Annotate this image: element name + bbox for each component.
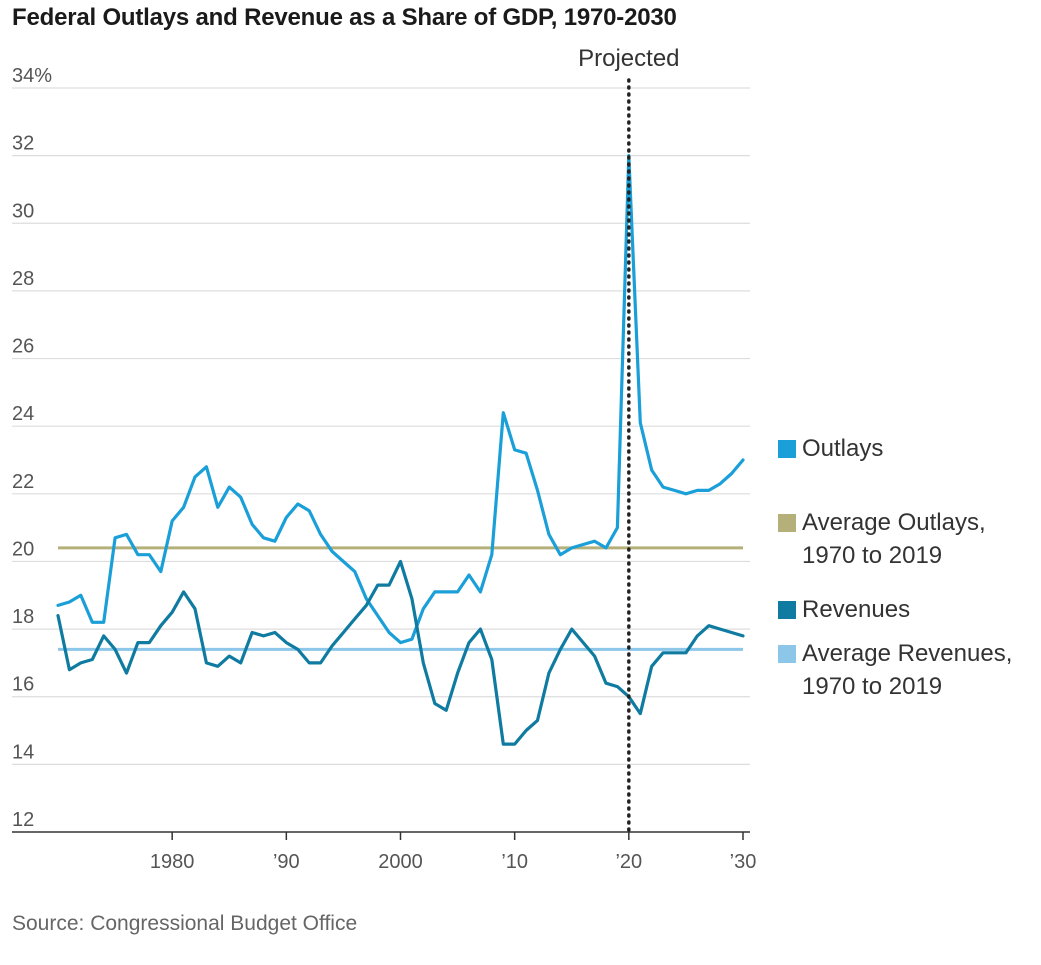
legend-label-revenues: Revenues (802, 596, 911, 623)
y-tick-label-26: 26 (12, 336, 34, 358)
y-tick-label-34: 34% (12, 65, 52, 87)
x-tick-label-1980: 1980 (150, 851, 195, 873)
legend: Outlays Average Outlays, 1970 to 2019 Re… (778, 432, 1038, 703)
x-tick-label-2020: ’20 (615, 851, 642, 873)
legend-swatch-revenues (778, 601, 796, 619)
series-line-revenues (56, 559, 745, 746)
y-tick-label-20: 20 (12, 538, 34, 560)
legend-swatch-average-outlays (778, 514, 796, 532)
legend-swatch-outlays (778, 440, 796, 458)
legend-label-average-revenues: Average Revenues, 1970 to 2019 (802, 640, 1013, 700)
y-tick-label-28: 28 (12, 268, 34, 290)
gridlines (12, 87, 750, 765)
x-tick-label-2000: 2000 (378, 851, 423, 873)
y-tick-label-22: 22 (12, 471, 34, 493)
y-tick-label-24: 24 (12, 403, 34, 425)
projection-marker: Projected (578, 45, 680, 834)
x-tick-label-1990: ’90 (273, 851, 300, 873)
chart-title: Federal Outlays and Revenue as a Share o… (12, 4, 677, 31)
legend-item-average-revenues: Average Revenues, 1970 to 2019 (778, 637, 1038, 703)
series-line-outlays (56, 154, 745, 645)
x-axis: 1980 ’90 2000 ’10 ’20 ’30 (12, 831, 757, 873)
y-tick-label-32: 32 (12, 133, 34, 155)
legend-label-outlays: Outlays (802, 435, 884, 462)
x-tick-label-2010: ’10 (501, 851, 528, 873)
y-tick-label-14: 14 (12, 741, 34, 763)
legend-item-revenues: Revenues (778, 593, 1038, 626)
y-tick-label-30: 30 (12, 200, 34, 222)
projection-label: Projected (578, 45, 679, 72)
x-tick-label-2030: ’30 (730, 851, 757, 873)
legend-item-outlays: Outlays (778, 432, 1038, 465)
legend-label-average-outlays: Average Outlays, 1970 to 2019 (802, 509, 986, 569)
y-tick-label-16: 16 (12, 674, 34, 696)
y-tick-label-12: 12 (12, 809, 34, 831)
y-axis-ticks: 12 14 16 18 20 22 24 26 28 30 32 34% (12, 65, 52, 831)
legend-swatch-average-revenues (778, 645, 796, 663)
series-lines (56, 154, 745, 746)
y-tick-label-18: 18 (12, 606, 34, 628)
source-note: Source: Congressional Budget Office (12, 912, 358, 935)
legend-item-average-outlays: Average Outlays, 1970 to 2019 (778, 506, 1034, 572)
